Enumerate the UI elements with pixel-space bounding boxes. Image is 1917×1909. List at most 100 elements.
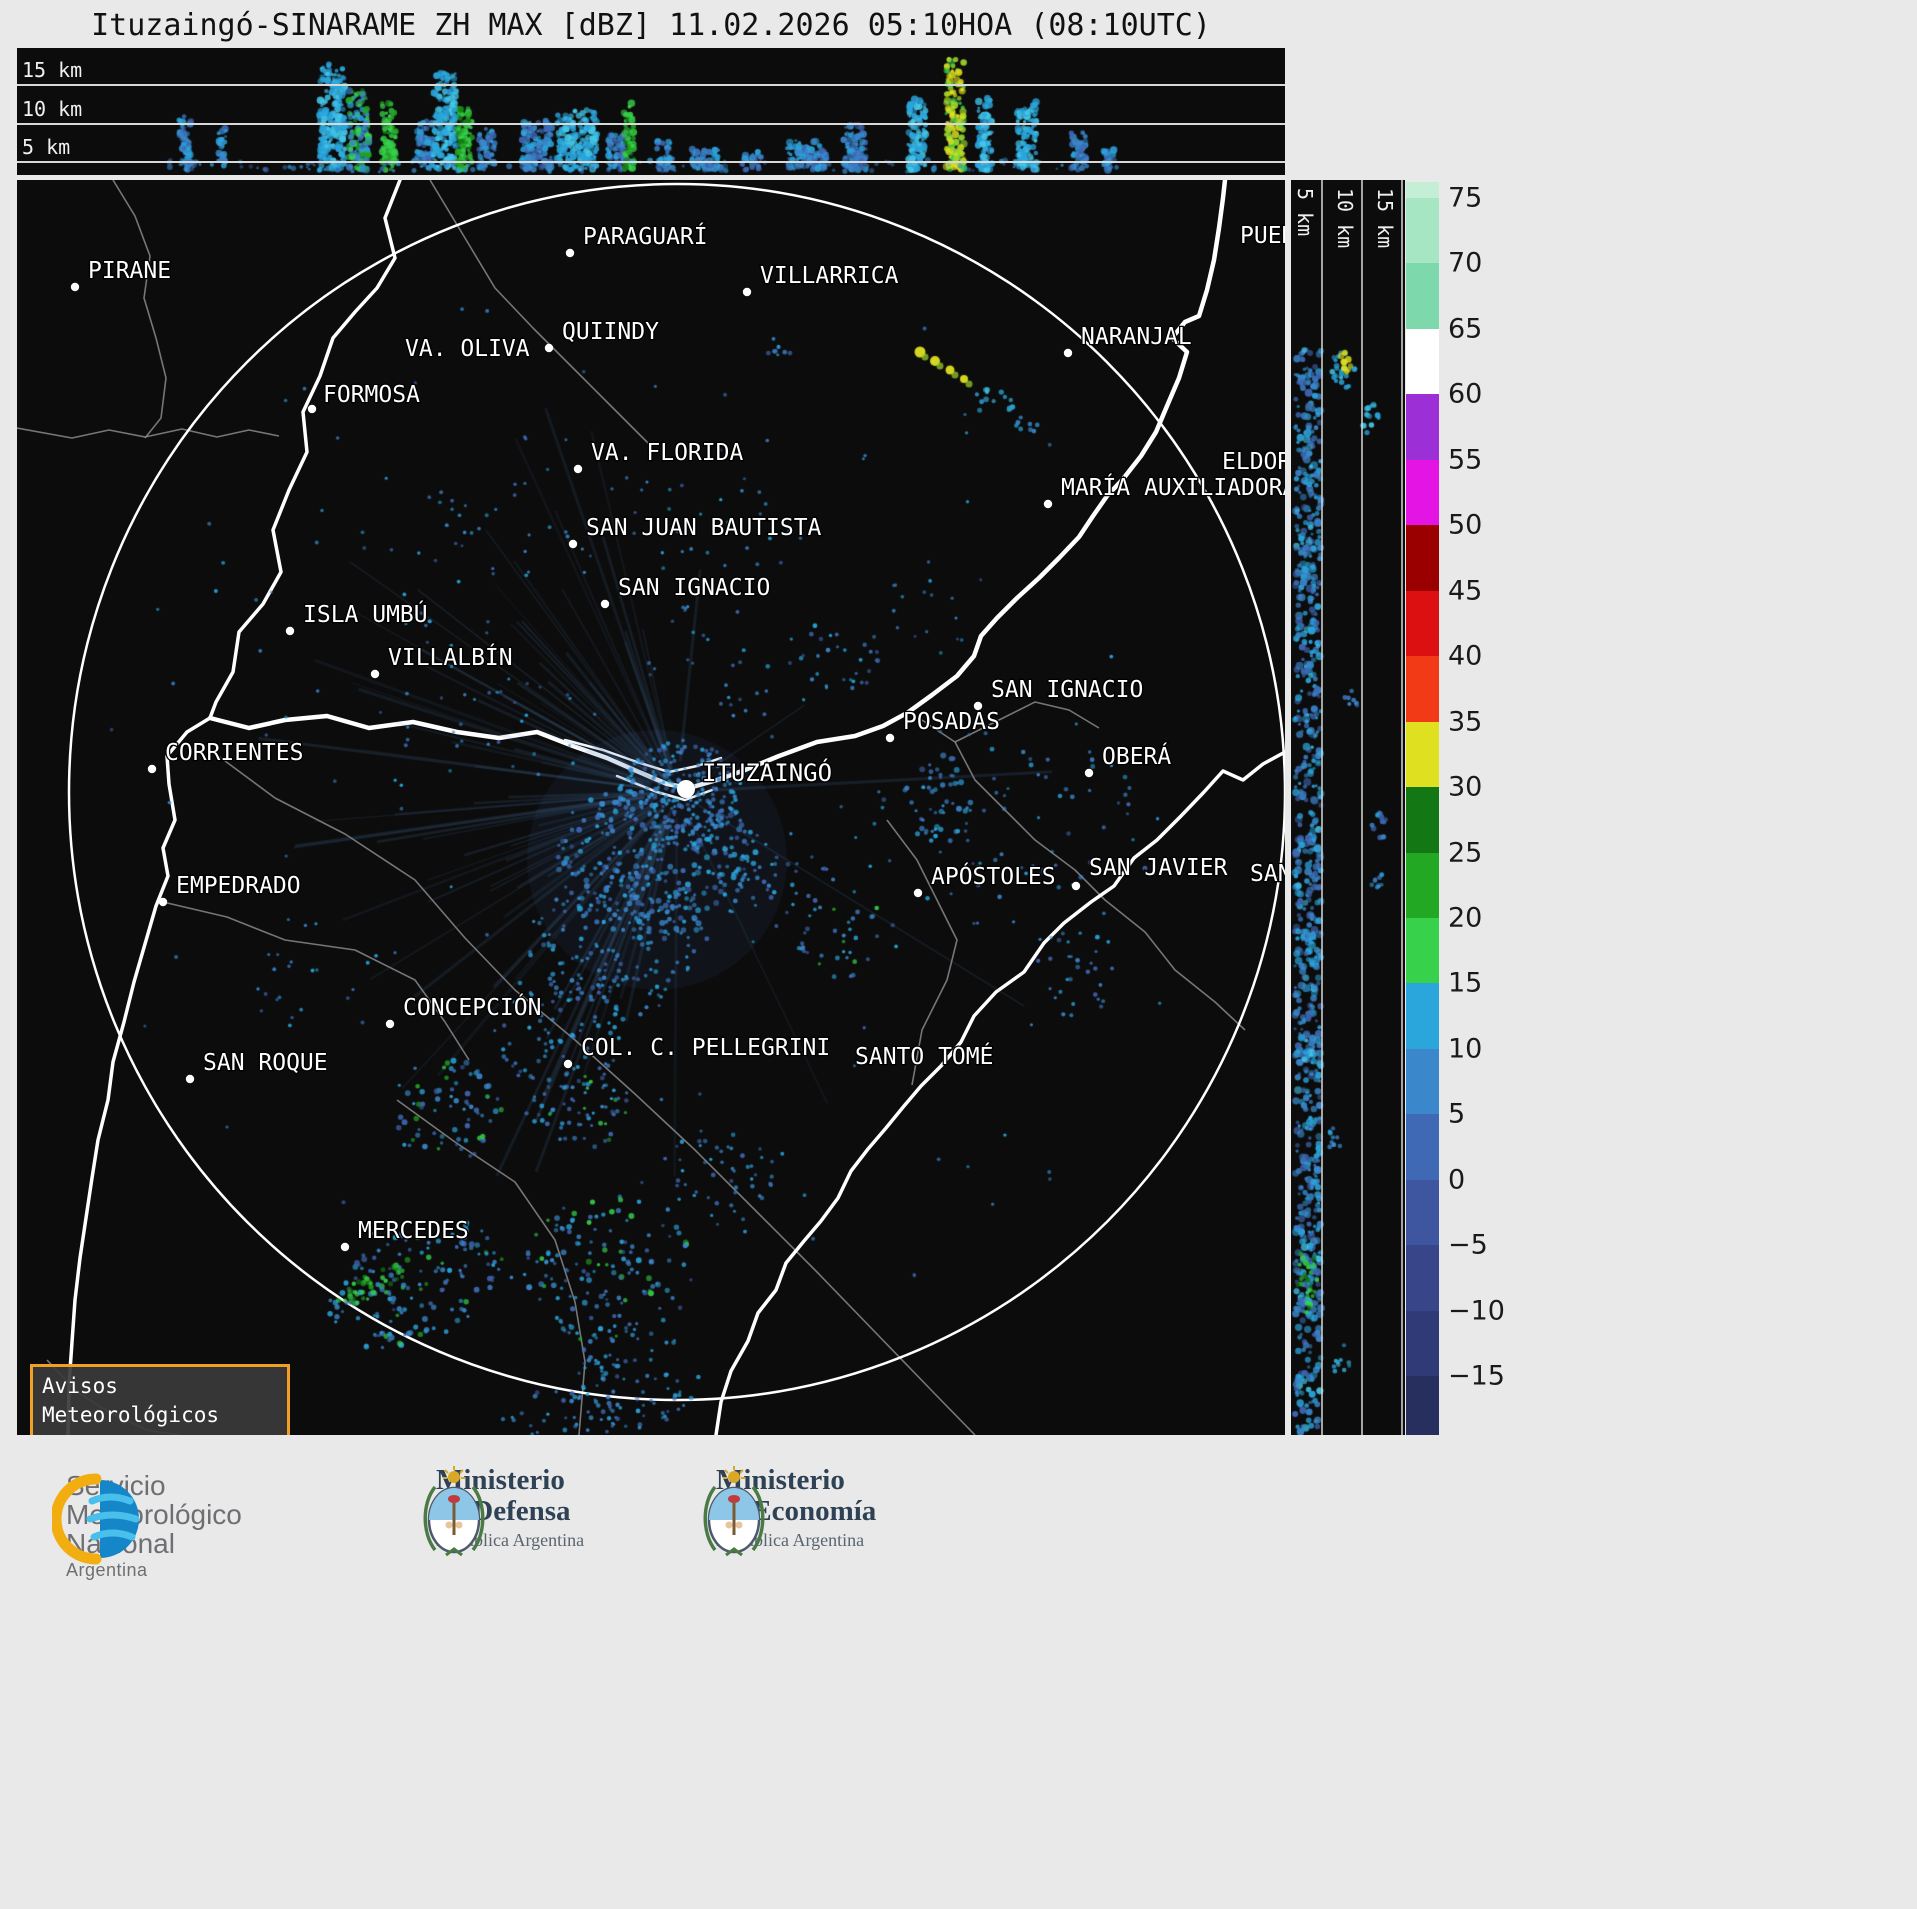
smn-country: Argentina bbox=[66, 1560, 148, 1580]
colorbar-segment bbox=[1406, 787, 1439, 854]
colorbar-segment bbox=[1406, 656, 1439, 723]
colorbar-tick-label: 75 bbox=[1448, 182, 1483, 214]
smn-logo-icon bbox=[52, 1473, 140, 1565]
height-grid-line bbox=[17, 161, 1285, 163]
smn-logo-block: Servicio Meteorológico Nacional Argentin… bbox=[52, 1471, 242, 1582]
city-label: QUIINDY bbox=[562, 319, 659, 345]
colorbar bbox=[1406, 182, 1439, 1435]
city-marker bbox=[1084, 768, 1094, 778]
city-label: SAN ROQUE bbox=[203, 1050, 328, 1076]
city-label: VILLALBÍN bbox=[388, 643, 513, 671]
city-marker bbox=[147, 764, 157, 774]
radar-site-marker bbox=[677, 780, 695, 798]
colorbar-tick-label: 65 bbox=[1448, 313, 1483, 345]
height-axis-label: 15 km bbox=[22, 58, 83, 82]
height-axis-label: 10 km bbox=[1333, 188, 1357, 248]
colorbar-tick-label: 45 bbox=[1448, 575, 1483, 607]
colorbar-tick-label: 55 bbox=[1448, 444, 1483, 476]
city-label: SANTO TOMÉ bbox=[855, 1042, 993, 1070]
colorbar-tick-label: 50 bbox=[1448, 509, 1483, 541]
colorbar-segment bbox=[1406, 394, 1439, 461]
city-marker bbox=[885, 733, 895, 743]
city-label: COL. C. PELLEGRINI bbox=[581, 1035, 830, 1061]
colorbar-segment bbox=[1406, 918, 1439, 985]
height-axis-label: 5 km bbox=[22, 135, 71, 159]
footer: Servicio Meteorológico Nacional Argentin… bbox=[0, 1435, 1917, 1909]
colorbar-tick-label: −10 bbox=[1448, 1295, 1505, 1327]
city-marker bbox=[307, 404, 317, 414]
colorbar-segment bbox=[1406, 459, 1439, 526]
city-marker bbox=[544, 343, 554, 353]
city-label: PUERTO RICO bbox=[1240, 223, 1285, 249]
city-label: FORMOSA bbox=[323, 382, 420, 408]
right-cross-section-panel: 5 km 10 km 15 km bbox=[1291, 180, 1405, 1435]
city-marker bbox=[370, 669, 380, 679]
colorbar-tick-label: 30 bbox=[1448, 771, 1483, 803]
city-label: VA. FLORIDA bbox=[591, 440, 743, 466]
argentina-coat-of-arms-icon bbox=[423, 1466, 485, 1557]
city-label: CORRIENTES bbox=[165, 740, 303, 766]
colorbar-tick-label: 35 bbox=[1448, 706, 1483, 738]
argentina-coat-of-arms-icon bbox=[703, 1466, 765, 1557]
map-panel: PIRANE PARAGUARÍ VILLARRICA QUIINDY VA. OLIV… bbox=[17, 180, 1285, 1435]
city-marker bbox=[385, 1019, 395, 1029]
colorbar-segment bbox=[1406, 1245, 1439, 1312]
city-label: CONCEPCIÓN bbox=[403, 993, 541, 1021]
colorbar-tick-label: 60 bbox=[1448, 378, 1483, 410]
colorbar-segment bbox=[1406, 525, 1439, 592]
city-label: EMPEDRADO bbox=[176, 873, 301, 899]
colorbar-tick-label: 10 bbox=[1448, 1033, 1483, 1065]
colorbar-tick-label: 5 bbox=[1448, 1098, 1466, 1130]
colorbar-tick-labels: 75 70 65 60 55 50 45 40 35 30 25 20 15 10 5 0 −5 −10 −15 bbox=[1448, 182, 1538, 1434]
radar-site-label: ITUZAINGÓ bbox=[702, 757, 832, 787]
colorbar-segment bbox=[1406, 1310, 1439, 1377]
colorbar-segment bbox=[1406, 721, 1439, 788]
city-label: PARAGUARÍ bbox=[583, 222, 708, 250]
warning-line-1: Avisos Meteorológicos bbox=[42, 1374, 220, 1428]
city-label: POSADAS bbox=[903, 709, 1000, 735]
colorbar-segment bbox=[1406, 1048, 1439, 1116]
city-label: VA. OLIVA bbox=[405, 336, 530, 362]
city-marker bbox=[568, 539, 578, 549]
top-cross-section-panel: 15 km 10 km 5 km bbox=[17, 48, 1285, 175]
city-marker bbox=[563, 1059, 573, 1069]
height-axis-label: 15 km bbox=[1373, 188, 1397, 248]
map-echo-layer bbox=[17, 180, 1285, 1435]
city-label: SAN JAVIER bbox=[1089, 855, 1228, 881]
page-title: Ituzaingó-SINARAME ZH MAX [dBZ] 11.02.20… bbox=[91, 8, 1211, 43]
warning-box: Avisos Meteorológicos a Muy Corto Plazo bbox=[30, 1364, 290, 1435]
city-label: NARANJAL bbox=[1081, 324, 1192, 350]
colorbar-tick-label: 20 bbox=[1448, 902, 1483, 934]
colorbar-tick-label: −5 bbox=[1448, 1229, 1488, 1261]
colorbar-tick-label: 70 bbox=[1448, 247, 1483, 279]
colorbar-segment bbox=[1406, 328, 1439, 395]
colorbar-segment bbox=[1406, 1114, 1439, 1181]
colorbar-segment bbox=[1406, 1376, 1439, 1435]
city-label: PIRANE bbox=[88, 258, 171, 284]
height-axis-label: 5 km bbox=[1293, 188, 1317, 236]
city-marker bbox=[913, 888, 923, 898]
right-panel-height-axis: 5 km 10 km 15 km bbox=[1293, 180, 1403, 1435]
city-label: APÓSTOLES bbox=[931, 862, 1056, 890]
city-label: SAN VICENTE bbox=[1250, 861, 1285, 887]
colorbar-segment bbox=[1406, 263, 1439, 330]
city-label: ISLA UMBÚ bbox=[303, 600, 428, 628]
city-label: SAN JUAN BAUTISTA bbox=[586, 515, 822, 541]
ministerio-economia-block: Ministerio de Economía República Argenti… bbox=[698, 1465, 876, 1557]
colorbar-segment bbox=[1406, 983, 1439, 1050]
city-marker bbox=[973, 701, 983, 711]
colorbar-tick-label: 15 bbox=[1448, 967, 1483, 999]
colorbar-tick-label: 25 bbox=[1448, 837, 1483, 869]
city-marker bbox=[158, 897, 168, 907]
colorbar-tick-label: 0 bbox=[1448, 1164, 1466, 1196]
city-label: MERCEDES bbox=[358, 1218, 469, 1244]
city-marker bbox=[340, 1242, 350, 1252]
city-marker bbox=[70, 282, 80, 292]
city-label: SAN IGNACIO bbox=[618, 575, 770, 601]
city-marker bbox=[1043, 499, 1053, 509]
colorbar-tick-label: −15 bbox=[1448, 1360, 1505, 1392]
colorbar-tick-label: 40 bbox=[1448, 640, 1483, 672]
city-marker bbox=[285, 626, 295, 636]
colorbar-segment bbox=[1406, 182, 1439, 199]
